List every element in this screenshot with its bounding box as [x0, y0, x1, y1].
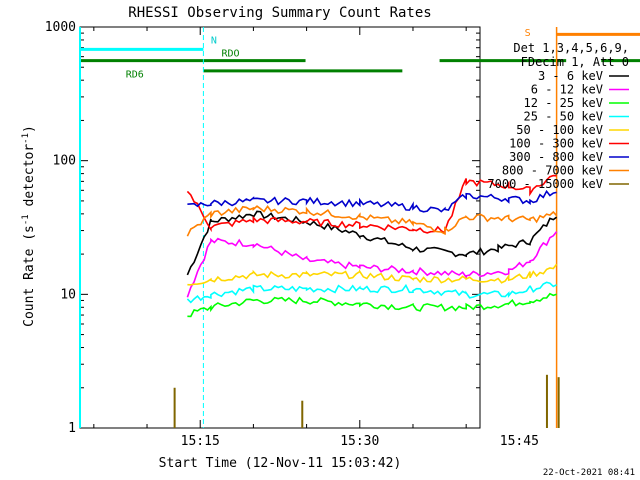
series-line — [186, 174, 557, 235]
series-layer — [186, 174, 558, 318]
y-tick-label: 10 — [60, 287, 76, 302]
x-tick-label: 15:15 — [181, 434, 220, 449]
y-axis-label-end: ) — [22, 125, 37, 133]
timestamp: 22-Oct-2021 08:41 — [543, 468, 635, 478]
legend-item-label: 3 - 6 keV — [538, 69, 603, 83]
legend-header-line2: FDecim 1, Att 0 — [521, 55, 629, 69]
y-axis-label: Count Rate (s-1 detector-1) — [21, 125, 37, 327]
legend-item-label: 300 - 800 keV — [509, 150, 603, 164]
attenuator-bar — [545, 374, 548, 428]
series-line — [187, 263, 558, 286]
series-line — [187, 292, 557, 318]
legend-item-label: 50 - 100 keV — [516, 123, 603, 137]
flag-label-s: S — [525, 28, 531, 39]
series-line — [186, 231, 558, 298]
series-line — [187, 189, 557, 213]
legend-item-label: 12 - 25 keV — [524, 96, 603, 110]
legend-header-line1: Det 1,3,4,5,6,9, — [513, 41, 629, 55]
y-tick-label: 1000 — [45, 20, 76, 35]
chart-title: RHESSI Observing Summary Count Rates — [128, 5, 431, 21]
x-tick-label: 15:30 — [340, 434, 379, 449]
y-tick-label: 100 — [53, 154, 76, 169]
x-tick-label: 15:45 — [500, 434, 539, 449]
series-line — [186, 281, 557, 304]
legend-item-label: 6 - 12 keV — [531, 83, 603, 97]
legend-item-label: 800 - 7000 keV — [502, 164, 603, 178]
series-line — [186, 210, 558, 276]
y-axis-label-sup1: -1 — [21, 214, 31, 225]
flag-bars: N RDO RD6 S — [79, 27, 640, 428]
attenuator-bar — [557, 377, 560, 428]
y-axis-label-mid: detector — [22, 144, 37, 215]
attenuator-bar — [301, 400, 304, 428]
series-line — [186, 205, 558, 237]
flag-label-rdo: RDO — [221, 49, 239, 60]
y-axis-label-sup2: -1 — [21, 133, 31, 144]
flag-label-rd6: RD6 — [126, 69, 144, 80]
legend-item-label: 100 - 300 keV — [509, 137, 603, 151]
legend: Det 1,3,4,5,6,9, FDecim 1, Att 0 3 - 6 k… — [487, 41, 629, 191]
attenuator-bar — [173, 387, 176, 428]
legend-item-label: 25 - 50 keV — [524, 110, 603, 124]
x-axis-label: Start Time (12-Nov-11 15:03:42) — [159, 456, 402, 471]
y-tick-label: 1 — [68, 421, 76, 436]
flag-label-n: N — [211, 36, 217, 47]
y-axis-label-main: Count Rate (s — [22, 225, 37, 327]
legend-item-label: 7000 - 15000 keV — [487, 177, 603, 191]
